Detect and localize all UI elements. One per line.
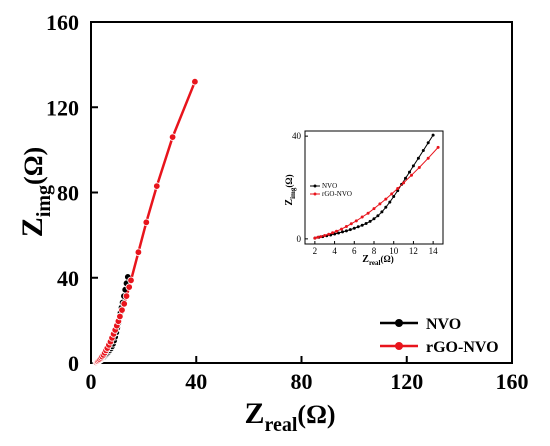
data-point-nvo	[421, 149, 425, 152]
data-point-rgo-nvo	[426, 156, 430, 160]
data-point-nvo	[364, 222, 368, 225]
data-point-rgo-nvo	[323, 234, 327, 237]
data-point-nvo	[411, 164, 415, 168]
data-point-rgo-nvo	[344, 225, 348, 228]
x-tick-label: 8	[372, 246, 377, 256]
inset-y-axis-title: Zimg(Ω)	[284, 174, 297, 205]
data-point-nvo	[404, 176, 407, 180]
data-point-rgo-nvo	[390, 192, 394, 196]
y-tick-label: 80	[57, 181, 79, 206]
y-tick-label: 160	[46, 10, 79, 35]
y-tick-label: 0	[68, 351, 79, 376]
x-tick-label: 6	[352, 246, 357, 256]
x-tick-label: 4	[332, 246, 337, 256]
data-point-nvo	[392, 195, 396, 198]
data-point-rgo-nvo	[122, 292, 131, 300]
inset-plot-frame	[304, 130, 444, 245]
inset-series-layer	[313, 133, 440, 240]
legend-marker-nvo	[395, 319, 403, 327]
data-point-nvo	[408, 170, 411, 174]
data-point-rgo-nvo	[402, 181, 406, 185]
data-point-nvo	[337, 231, 340, 235]
data-point-rgo-nvo	[396, 187, 400, 190]
data-point-rgo-nvo	[349, 222, 353, 226]
data-point-rgo-nvo	[127, 276, 135, 284]
data-point-nvo	[376, 214, 380, 218]
x-tick-label: 80	[291, 369, 313, 394]
data-point-rgo-nvo	[168, 133, 177, 141]
data-point-rgo-nvo	[384, 197, 388, 201]
data-point-rgo-nvo	[116, 312, 124, 321]
y-tick-label: 40	[57, 266, 79, 291]
x-tick-label: 2	[313, 246, 318, 256]
data-point-nvo	[416, 156, 420, 160]
data-point-nvo	[341, 230, 344, 234]
data-point-nvo	[344, 229, 348, 233]
data-point-rgo-nvo	[120, 300, 128, 308]
data-point-rgo-nvo	[327, 232, 331, 236]
data-point-nvo	[388, 200, 392, 204]
data-point-rgo-nvo	[316, 235, 320, 239]
x-tick-label: 0	[86, 369, 97, 394]
data-point-rgo-nvo	[366, 211, 370, 215]
data-point-rgo-nvo	[153, 182, 161, 190]
data-point-rgo-nvo	[134, 248, 143, 256]
data-point-rgo-nvo	[417, 166, 421, 169]
inset-legend-label-rgo-nvo: rGO-NVO	[322, 190, 352, 198]
x-tick-label: 160	[496, 369, 529, 394]
inset-plot: 2 4 6 8 10 12 14 0 40 Zimg(Ω) Zreal(Ω) NVO rGO-N…	[284, 130, 444, 267]
inset-legend-label-nvo: NVO	[322, 182, 337, 190]
inset-legend-marker-rgo-nvo	[313, 192, 317, 196]
y-tick-label: 0	[297, 234, 302, 244]
data-point-nvo	[356, 225, 360, 229]
inset-legend: NVO rGO-NVO	[310, 182, 352, 198]
x-tick-label: 14	[429, 246, 439, 256]
inset-legend-marker-nvo	[313, 184, 317, 188]
data-point-nvo	[396, 189, 400, 193]
y-tick-label: 40	[292, 131, 302, 141]
data-point-nvo	[352, 226, 356, 230]
main-legend: NVO rGO-NVO	[380, 316, 499, 356]
main-series-layer	[92, 77, 199, 367]
y-tick-label: 120	[46, 95, 79, 120]
x-tick-label: 120	[390, 369, 423, 394]
data-point-rgo-nvo	[378, 202, 382, 206]
data-point-rgo-nvo	[313, 236, 317, 240]
main-x-axis-title: Zreal(Ω)	[244, 397, 335, 436]
x-tick-label: 10	[389, 246, 399, 256]
data-point-rgo-nvo	[436, 145, 440, 149]
x-tick-label: 12	[409, 246, 418, 256]
data-point-rgo-nvo	[410, 173, 413, 177]
data-point-nvo	[431, 133, 435, 137]
data-point-nvo	[372, 217, 376, 221]
data-point-nvo	[368, 219, 372, 223]
data-point-rgo-nvo	[360, 215, 364, 219]
data-point-nvo	[360, 223, 364, 227]
data-point-rgo-nvo	[191, 77, 199, 86]
inset-axis-ticks: 2 4 6 8 10 12 14 0 40	[292, 131, 438, 256]
data-point-rgo-nvo	[319, 235, 323, 239]
x-tick-label: 40	[185, 369, 207, 394]
data-point-rgo-nvo	[331, 231, 335, 235]
legend-label-rgo-nvo: rGO-NVO	[426, 339, 499, 356]
data-point-nvo	[348, 228, 352, 232]
legend-label-nvo: NVO	[426, 316, 461, 333]
data-point-rgo-nvo	[372, 207, 376, 211]
data-point-rgo-nvo	[125, 283, 133, 291]
data-point-nvo	[426, 141, 430, 145]
data-point-rgo-nvo	[335, 229, 338, 233]
data-point-rgo-nvo	[354, 219, 358, 223]
main-y-axis-title: Zimg(Ω)	[16, 147, 55, 237]
data-point-nvo	[384, 205, 388, 209]
data-point-nvo	[380, 210, 384, 214]
inset-x-axis-title: Zreal(Ω)	[362, 254, 393, 267]
data-point-rgo-nvo	[340, 227, 343, 231]
data-point-rgo-nvo	[118, 306, 126, 314]
legend-marker-rgo-nvo	[395, 342, 403, 350]
data-point-rgo-nvo	[142, 218, 150, 226]
